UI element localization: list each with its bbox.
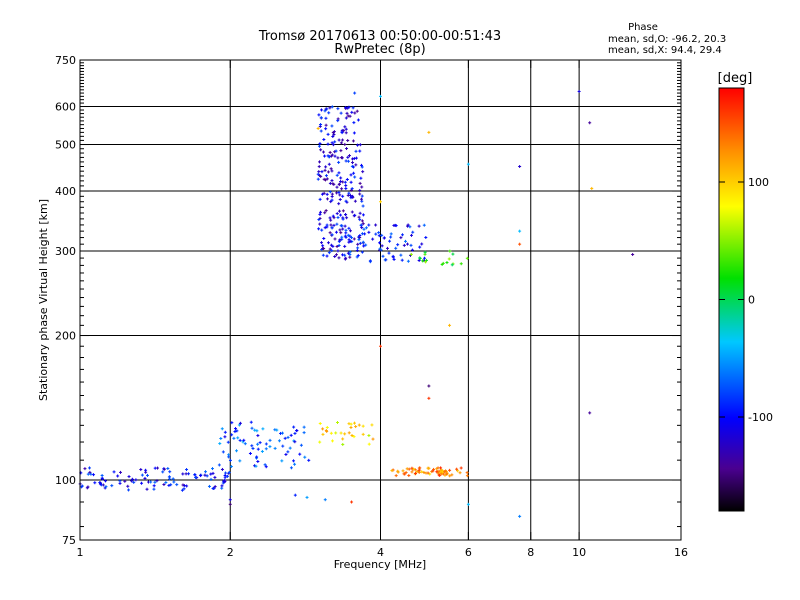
- y-tick-label: 750: [55, 54, 76, 67]
- colorbar-tick-label: 0: [748, 294, 755, 307]
- x-tick-label: 6: [465, 546, 472, 559]
- data-points: [78, 89, 635, 518]
- chart-subtitle: RwPretec (8p): [334, 42, 425, 57]
- x-tick-label: 10: [572, 546, 586, 559]
- grid-lines: [80, 60, 681, 540]
- phase-info-o: mean, sd,O: -96.2, 20.3: [608, 34, 726, 45]
- colorbar-tick-label: -100: [748, 411, 773, 424]
- y-tick-label: 400: [55, 185, 76, 198]
- chart-title: Tromsø 20170613 00:50:00-00:51:43: [258, 29, 501, 44]
- y-tick-label: 600: [55, 101, 76, 114]
- x-tick-label: 2: [227, 546, 234, 559]
- y-tick-label: 75: [62, 534, 76, 547]
- x-tick-label: 1: [77, 546, 84, 559]
- x-tick-label: 4: [377, 546, 384, 559]
- y-tick-label: 100: [55, 474, 76, 487]
- y-tick-label: 200: [55, 330, 76, 343]
- x-axis-label: Frequency [MHz]: [334, 558, 426, 571]
- phase-info-x: mean, sd,X: 94.4, 29.4: [608, 45, 722, 56]
- x-tick-label: 8: [527, 546, 534, 559]
- colorbar-label: [deg]: [718, 71, 753, 86]
- phase-info-title: Phase: [628, 22, 658, 33]
- colorbar-ticks: 100 0 -100: [719, 176, 773, 424]
- y-tick-label: 300: [55, 245, 76, 258]
- y-axis-label: Stationary phase Virtual Height [km]: [37, 199, 50, 401]
- y-tick-label: 500: [55, 139, 76, 152]
- x-tick-label: 16: [674, 546, 688, 559]
- colorbar-tick-label: 100: [748, 176, 769, 189]
- axes: 1 2 4 6 8 10 16 75 100 200 300 400 500 600 750: [55, 54, 688, 559]
